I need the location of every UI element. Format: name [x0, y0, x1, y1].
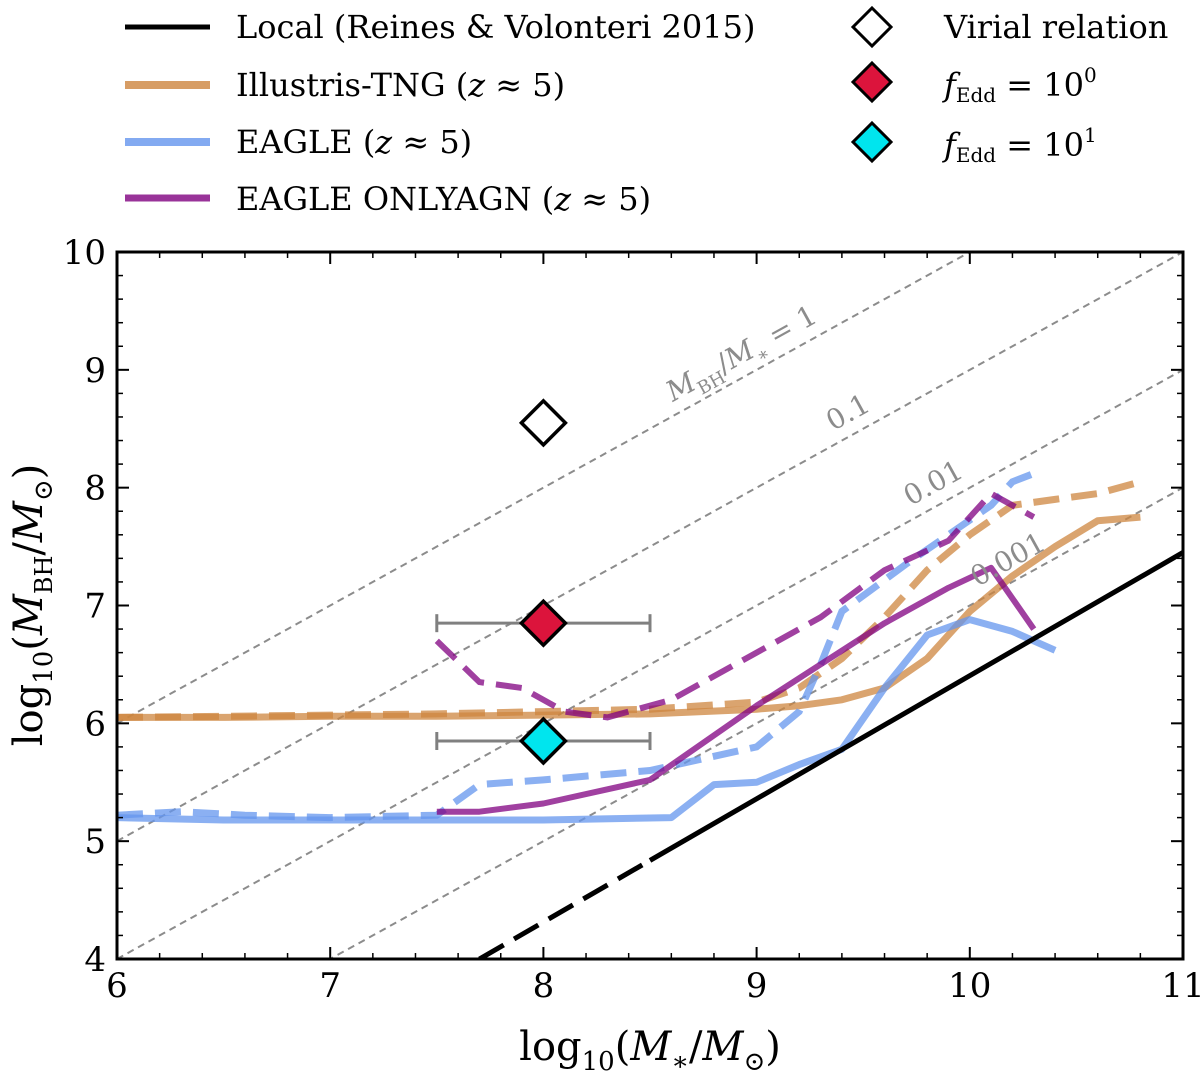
legend-label-local: Local (Reines & Volonteri 2015) — [236, 8, 755, 46]
y-tick-label-6: 10 — [63, 233, 106, 273]
y-tick-label-2: 6 — [84, 704, 106, 744]
ratio-label-2: 0.01 — [898, 453, 969, 512]
legend-label-onlyagn: EAGLE ONLYAGN (z ≈ 5) — [236, 180, 651, 218]
plot-frame — [115, 250, 1185, 961]
series-0-dashed — [117, 478, 1142, 721]
point-1 — [518, 598, 568, 648]
points-layer — [435, 398, 652, 766]
legend-label-fedd0: fEdd = 100 — [942, 63, 1097, 107]
ticks: 6 7 8 9 10 11 4 5 6 7 8 9 10 — [63, 233, 1200, 1006]
legend-label-fedd1: fEdd = 101 — [942, 123, 1097, 167]
local-relation-dashed — [478, 858, 652, 959]
y-tick-label-5: 9 — [84, 351, 106, 391]
point-2 — [518, 716, 568, 766]
ratio-line-1 — [117, 252, 1183, 843]
series-0-solid — [117, 513, 1141, 721]
x-tick-label-4: 10 — [948, 966, 991, 1006]
series-2-solid — [436, 564, 1037, 815]
legend-marker-fedd0 — [850, 60, 894, 104]
x-tick-label-3: 9 — [746, 966, 768, 1006]
legend-label-eagle: EAGLE (z ≈ 5) — [236, 123, 472, 161]
series-layer — [117, 470, 1183, 959]
y-tick-label-3: 7 — [84, 587, 106, 627]
ratio-label-0: MBH/M∗ = 1 — [659, 298, 825, 413]
y-tick-label-4: 8 — [84, 469, 106, 509]
x-tick-label-1: 7 — [319, 966, 341, 1006]
legend-label-tng: Illustris-TNG (z ≈ 5) — [236, 66, 565, 104]
legend-marker-virial — [850, 5, 894, 49]
series-1-dashed — [117, 470, 1036, 822]
y-tick-label-1: 5 — [84, 822, 106, 862]
ratio-line-2 — [117, 368, 1183, 959]
series-2-dashed — [434, 489, 1036, 721]
legend-label-virial: Virial relation — [943, 8, 1168, 46]
legend: Local (Reines & Volonteri 2015) Illustri… — [125, 5, 1168, 218]
y-axis-label: log10(MBH/M⊙) — [6, 464, 59, 747]
ratio-label-1: 0.1 — [820, 387, 875, 437]
ratio-labels: MBH/M∗ = 10.10.010.001 — [659, 298, 1051, 593]
point-0 — [518, 398, 568, 448]
local-relation-solid — [648, 550, 1183, 863]
x-tick-label-2: 8 — [533, 966, 555, 1006]
legend-marker-fedd1 — [850, 120, 894, 164]
x-axis-label: log10(M∗/M⊙) — [519, 1024, 781, 1072]
ratio-lines — [117, 252, 1183, 959]
x-tick-label-0: 6 — [106, 966, 128, 1006]
x-tick-label-5: 11 — [1161, 966, 1200, 1006]
y-tick-label-0: 4 — [84, 940, 106, 980]
